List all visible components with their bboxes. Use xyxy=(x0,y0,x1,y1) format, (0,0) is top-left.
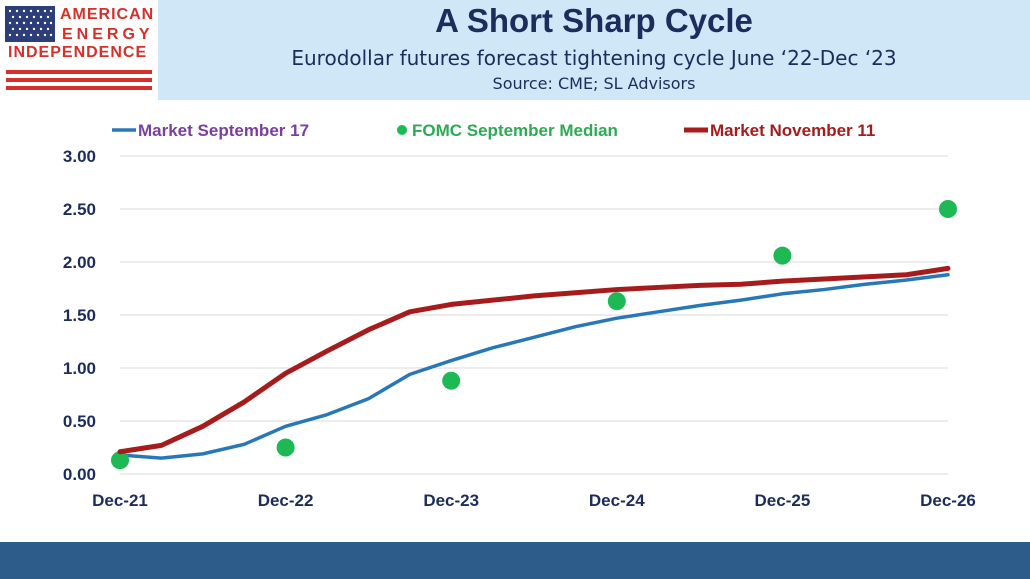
y-tick-label: 2.50 xyxy=(63,200,96,219)
source-note: Source: CME; SL Advisors xyxy=(492,74,696,93)
brand-line-2: ENERGY xyxy=(62,26,154,43)
us-flag-icon xyxy=(5,6,55,42)
brand-stripe xyxy=(6,70,152,74)
x-tick-label: Dec-23 xyxy=(423,491,479,510)
legend-label: Market November 11 xyxy=(710,121,875,140)
rate-chart: Market September 17 FOMC September Median… xyxy=(63,121,976,510)
fomc-point xyxy=(939,200,957,218)
series-line xyxy=(117,265,951,455)
y-tick-label: 3.00 xyxy=(63,147,96,166)
legend-swatch xyxy=(397,125,407,135)
brand-logo: AMERICAN ENERGY INDEPENDENCE xyxy=(0,0,158,100)
x-tick-label: Dec-25 xyxy=(755,491,811,510)
brand-stripe xyxy=(6,86,152,90)
page-subtitle: Eurodollar futures forecast tightening c… xyxy=(291,46,897,70)
page-title: A Short Sharp Cycle xyxy=(435,2,753,39)
y-tick-label: 0.50 xyxy=(63,412,96,431)
x-tick-label: Dec-22 xyxy=(258,491,314,510)
fomc-point xyxy=(442,371,461,390)
y-tick-label: 1.00 xyxy=(63,359,96,378)
fomc-point xyxy=(111,451,129,470)
header-banner: A Short Sharp Cycle Eurodollar futures f… xyxy=(158,0,1030,100)
chart-legend: Market September 17 FOMC September Median… xyxy=(112,121,875,140)
y-tick-label: 2.00 xyxy=(63,253,96,272)
x-tick-label: Dec-26 xyxy=(920,491,976,510)
chart-grid xyxy=(120,155,948,475)
x-tick-label: Dec-24 xyxy=(589,491,645,510)
y-axis: 0.00 0.50 1.00 1.50 2.00 2.50 3.00 xyxy=(63,147,96,484)
fomc-point xyxy=(607,292,626,311)
y-tick-label: 1.50 xyxy=(63,306,96,325)
brand-line-3: INDEPENDENCE xyxy=(8,44,148,61)
brand-stripe xyxy=(6,78,152,82)
series-line xyxy=(118,272,950,460)
plot-area xyxy=(111,200,957,470)
y-tick-label: 0.00 xyxy=(63,465,96,484)
legend-label: Market September 17 xyxy=(138,121,309,140)
footer-bar xyxy=(0,542,1030,579)
x-tick-label: Dec-21 xyxy=(92,491,148,510)
legend-label: FOMC September Median xyxy=(412,121,618,140)
brand-line-1: AMERICAN xyxy=(60,6,155,23)
fomc-point xyxy=(276,438,295,457)
fomc-point xyxy=(773,246,792,265)
x-axis: Dec-21 Dec-22 Dec-23 Dec-24 Dec-25 Dec-26 xyxy=(92,491,976,510)
